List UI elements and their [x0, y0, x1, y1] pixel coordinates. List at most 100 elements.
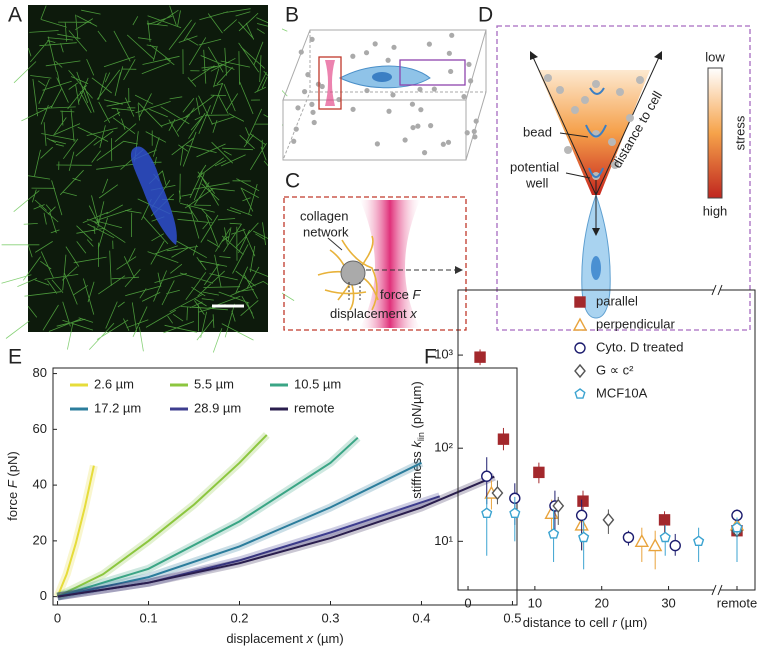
bead	[421, 150, 428, 156]
pointer	[559, 132, 589, 138]
highlight-box	[318, 56, 342, 110]
data-band	[53, 464, 98, 599]
cell	[130, 146, 177, 245]
panel-label: B	[285, 4, 299, 27]
fit-line	[57, 475, 495, 598]
bead	[310, 109, 316, 115]
y-tick-label: 0	[40, 588, 47, 603]
fit-line	[57, 436, 359, 598]
x-tick-label: 0.3	[321, 610, 339, 625]
legend-label: G ∝ c²	[596, 362, 634, 377]
bead	[466, 61, 472, 68]
bead	[428, 123, 434, 129]
bead	[448, 68, 454, 75]
bead	[374, 141, 380, 147]
bead	[402, 137, 408, 143]
bead	[426, 41, 432, 47]
x-tick-label: 0.2	[230, 610, 248, 625]
fit-line	[57, 461, 422, 598]
marker	[693, 535, 705, 547]
sample-box	[282, 29, 487, 161]
legend-label: 17.2 µm	[94, 400, 141, 415]
marker	[731, 521, 743, 533]
marker	[491, 485, 504, 501]
axis-break-gap	[714, 285, 720, 295]
annotation: well	[525, 175, 549, 190]
bead	[311, 119, 317, 126]
x-tick-label: 0.1	[139, 610, 157, 625]
legend-swatch	[572, 317, 588, 331]
legend-label: Cyto. D treated	[596, 339, 683, 354]
marker	[575, 509, 588, 522]
plot-frame	[52, 367, 518, 606]
bead	[592, 80, 600, 88]
fit-line	[56, 465, 95, 597]
legend-label: 2.6 µm	[94, 376, 134, 391]
marker	[622, 531, 635, 544]
axis-break	[711, 584, 723, 596]
trap-beam	[325, 60, 335, 106]
bead	[415, 123, 421, 129]
panel-frame	[496, 25, 751, 331]
nucleus	[372, 72, 392, 82]
bead	[409, 101, 416, 107]
legend-label: 5.5 µm	[194, 376, 234, 391]
bead	[298, 49, 304, 55]
marker	[474, 351, 486, 363]
bead	[340, 260, 366, 286]
bead	[372, 41, 378, 47]
marker	[648, 538, 663, 552]
y-axis-label: stiffness klin (pN/µm)	[409, 381, 428, 498]
bead	[350, 106, 356, 112]
bead	[608, 138, 616, 146]
x-tick-label: 0	[464, 595, 471, 610]
annotation: network	[303, 224, 349, 239]
bead	[417, 86, 423, 92]
panel-label: E	[8, 346, 22, 369]
bead	[445, 139, 452, 145]
bead	[301, 89, 308, 95]
panel-frame	[283, 196, 467, 331]
x-axis-label: displacement x (µm)	[226, 631, 343, 646]
y-tick-label: 60	[33, 421, 47, 436]
bead	[446, 50, 452, 56]
bead	[295, 105, 301, 111]
x-tick-label: remote	[717, 595, 757, 610]
bead	[410, 124, 416, 131]
fit-line	[57, 434, 268, 598]
bead	[309, 36, 315, 42]
annotation: displacement x	[330, 306, 417, 321]
bead	[473, 118, 479, 124]
bead	[440, 141, 446, 147]
legend-label: MCF10A	[596, 385, 648, 400]
bead	[431, 86, 437, 92]
x-axis-label: distance to cell r (µm)	[523, 615, 648, 630]
legend-swatch	[574, 388, 586, 399]
bead	[363, 50, 370, 56]
x-tick-label: 0.4	[412, 610, 430, 625]
pointer	[327, 237, 343, 251]
bead	[350, 53, 356, 59]
bead	[471, 128, 477, 135]
marker	[634, 533, 649, 548]
colorbar	[707, 67, 723, 199]
legend-label: remote	[294, 400, 334, 415]
annotation: stress	[732, 115, 747, 150]
legend-label: 28.9 µm	[194, 400, 241, 415]
bead	[364, 87, 370, 94]
legend-swatch	[574, 363, 586, 379]
panel-label: A	[8, 4, 22, 27]
panel-label: F	[424, 346, 437, 369]
marker	[481, 470, 493, 482]
bead	[461, 94, 467, 100]
x-tick-label: 0	[54, 610, 61, 625]
bead	[626, 114, 634, 122]
arrowhead	[592, 228, 600, 236]
y-tick-label: 20	[33, 532, 47, 547]
bead	[386, 108, 392, 114]
potential-wells	[585, 87, 607, 178]
arrow	[595, 54, 661, 196]
arrowhead	[530, 51, 538, 60]
legend-label: parallel	[596, 293, 638, 308]
